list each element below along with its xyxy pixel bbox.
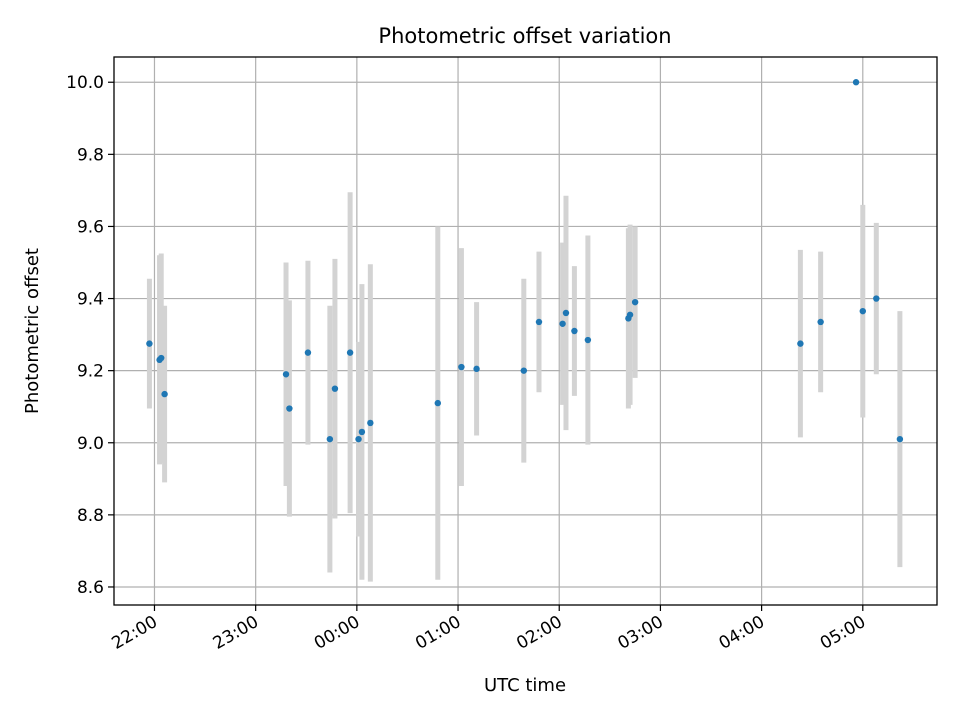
data-markers — [146, 79, 904, 443]
data-point — [817, 318, 824, 326]
data-point — [873, 295, 880, 302]
data-point — [571, 327, 578, 335]
data-point — [358, 428, 366, 436]
y-axis-label: Photometric offset — [22, 248, 43, 414]
data-point — [520, 367, 528, 374]
data-point — [304, 349, 312, 356]
y-tick-label: 9.8 — [77, 145, 104, 165]
data-point — [146, 340, 153, 347]
data-point — [458, 363, 465, 371]
data-point — [896, 435, 904, 443]
data-point — [584, 336, 592, 344]
y-tick-label: 8.6 — [77, 578, 104, 598]
y-tick-label: 8.8 — [77, 506, 104, 526]
data-point — [282, 371, 290, 378]
y-axis: 8.6 8.8 9.0 9.2 9.4 9.6 9.8 10.0 — [66, 73, 114, 598]
data-point — [797, 340, 804, 347]
data-point — [331, 385, 339, 392]
data-point — [559, 320, 566, 327]
data-point — [473, 365, 480, 373]
y-tick-label: 10.0 — [66, 73, 104, 93]
chart-title: Photometric offset variation — [378, 24, 671, 48]
data-point — [859, 307, 866, 315]
data-point — [852, 79, 860, 86]
x-axis-label: UTC time — [484, 675, 566, 696]
data-point — [326, 435, 334, 443]
data-point — [626, 311, 634, 318]
y-tick-label: 9.4 — [77, 290, 104, 310]
data-point — [355, 435, 362, 443]
y-tick-label: 9.2 — [77, 362, 104, 382]
data-point — [161, 390, 168, 398]
data-point — [286, 405, 293, 412]
plot-frame — [113, 56, 938, 606]
y-tick-label: 9.0 — [77, 434, 104, 454]
y-tick-label: 9.6 — [77, 217, 104, 237]
data-point — [434, 399, 442, 407]
data-point — [367, 419, 374, 427]
data-point — [535, 318, 543, 326]
data-point — [562, 309, 570, 317]
data-point — [346, 349, 354, 356]
data-point — [158, 354, 165, 362]
data-point — [631, 298, 639, 306]
